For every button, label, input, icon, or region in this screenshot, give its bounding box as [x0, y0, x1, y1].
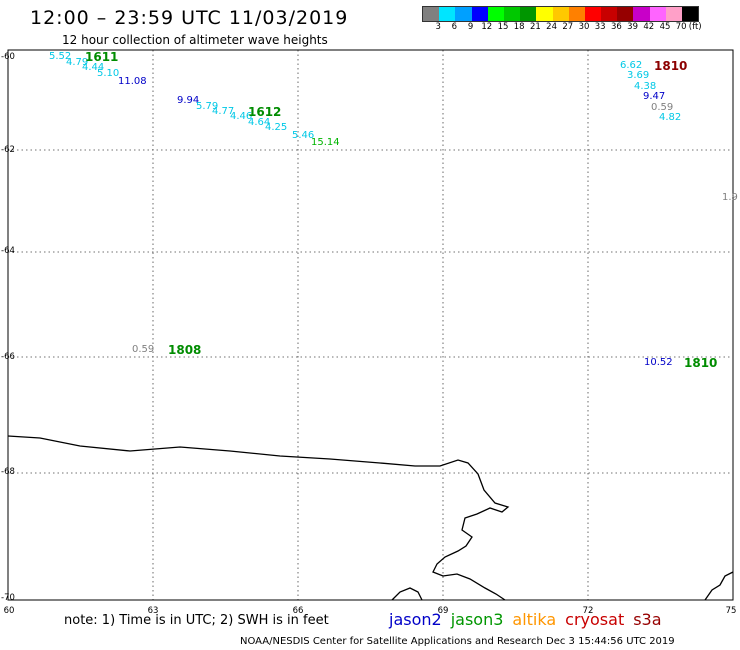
legend-label: 27	[562, 22, 574, 32]
legend-label: 36	[610, 22, 622, 32]
lat-label: -64	[1, 246, 15, 256]
lat-label: -62	[1, 145, 15, 155]
observation-value: 11.08	[118, 76, 147, 87]
pass-time-label: 1808	[168, 343, 202, 357]
observation-value: 0.59	[132, 344, 155, 355]
observation-value: 5.52	[49, 51, 72, 62]
coastline-secondary	[391, 587, 423, 601]
legend-swatch	[552, 7, 569, 21]
legend-swatch	[536, 7, 553, 21]
legend-swatch	[584, 7, 602, 21]
satellite-name: s3a	[633, 610, 662, 629]
legend-label: 18	[513, 22, 525, 32]
legend-label: 30	[578, 22, 590, 32]
observation-value: 0.59	[651, 102, 674, 113]
lon-label: 66	[292, 606, 304, 616]
lon-label: 72	[582, 606, 594, 616]
legend-unit: (ft)	[688, 22, 702, 32]
legend-label: 21	[529, 22, 541, 32]
observation-value: 5.79	[196, 101, 219, 112]
legend-swatch	[503, 7, 521, 21]
observation-value: 4.64	[248, 117, 271, 128]
color-legend	[422, 6, 700, 22]
lat-label: -70	[1, 593, 15, 603]
pass-time-label: 1810	[654, 59, 688, 73]
pass-time-label: 1810	[684, 356, 718, 370]
legend-swatch	[649, 7, 666, 21]
legend-swatch	[682, 7, 699, 21]
legend-swatch	[568, 7, 585, 21]
legend-label: 45	[659, 22, 671, 32]
observation-value: 15.14	[311, 137, 340, 148]
lon-label: 63	[147, 606, 159, 616]
legend-swatch	[617, 7, 634, 21]
satellite-legend: jason2 jason3 altika cryosat s3a	[389, 610, 671, 629]
lat-label: -60	[1, 52, 15, 62]
legend-swatch	[665, 7, 682, 21]
observation-value: 3.69	[627, 70, 650, 81]
legend-swatch	[455, 7, 472, 21]
legend-swatch	[520, 7, 537, 21]
partial-observation-value: 1.9	[722, 192, 738, 203]
coastline-east	[704, 571, 734, 601]
legend-swatch	[423, 7, 440, 21]
observation-value: 4.79	[66, 57, 89, 68]
legend-label: 70	[675, 22, 687, 32]
credit-line: NOAA/NESDIS Center for Satellite Applica…	[240, 636, 675, 647]
map-subtitle: 12 hour collection of altimeter wave hei…	[62, 33, 328, 47]
observation-value: 4.77	[212, 106, 235, 117]
grid-lines	[8, 50, 733, 600]
observation-value: 5.46	[292, 130, 315, 141]
legend-label: 3	[435, 22, 441, 32]
observation-value: 9.47	[643, 91, 666, 102]
observation-value: 9.94	[177, 95, 200, 106]
legend-swatch	[487, 7, 504, 21]
lon-label: 60	[3, 606, 15, 616]
legend-label: 9	[467, 22, 474, 32]
observation-value: 4.46	[230, 111, 253, 122]
lon-label: 75	[725, 606, 737, 616]
map-title: 12:00 – 23:59 UTC 11/03/2019	[30, 7, 349, 29]
legend-label: 33	[594, 22, 606, 32]
satellite-name: altika	[512, 610, 557, 629]
lon-label: 69	[437, 606, 449, 616]
legend-label: 42	[643, 22, 655, 32]
legend-label: 12	[481, 22, 493, 32]
satellite-name: jason2	[389, 610, 442, 629]
legend-swatch	[601, 7, 618, 21]
lat-label: -66	[1, 352, 15, 362]
legend-swatch	[439, 7, 456, 21]
pass-time-label: 1612	[248, 105, 282, 119]
legend-label: 39	[627, 22, 639, 32]
observation-value: 4.25	[265, 122, 288, 133]
legend-label: 6	[451, 22, 458, 32]
legend-swatch	[471, 7, 488, 21]
observation-value: 6.62	[620, 60, 643, 71]
observation-value: 4.82	[659, 112, 682, 123]
pass-time-label: 1611	[85, 50, 119, 64]
legend-swatch	[633, 7, 650, 21]
observation-value: 10.52	[644, 357, 673, 368]
units-note: note: 1) Time is in UTC; 2) SWH is in fe…	[64, 613, 329, 628]
observation-value: 4.44	[82, 62, 105, 73]
legend-label: 24	[546, 22, 558, 32]
satellite-name: jason3	[450, 610, 504, 629]
legend-label: 15	[497, 22, 509, 32]
coastline	[7, 435, 510, 601]
observation-value: 5.10	[97, 68, 120, 79]
satellite-name: cryosat	[565, 610, 625, 629]
map-frame	[7, 49, 734, 601]
lat-label: -68	[1, 467, 15, 477]
observation-value: 4.38	[634, 81, 657, 92]
